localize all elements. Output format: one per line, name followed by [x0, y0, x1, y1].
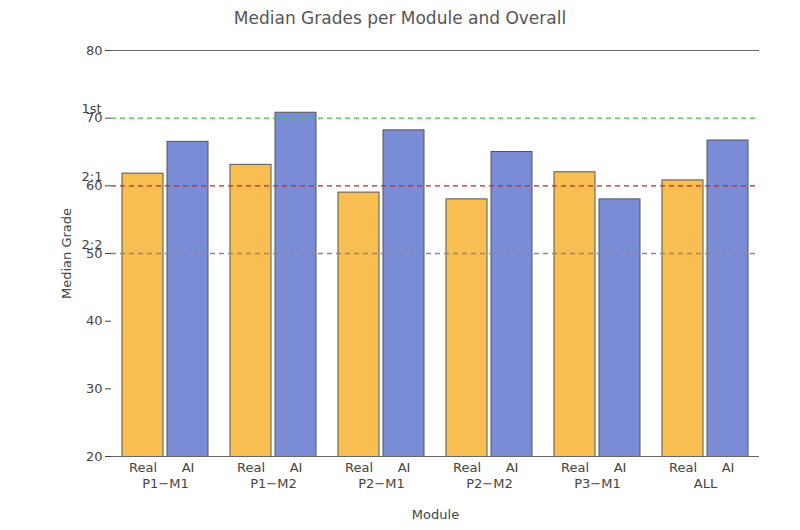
svg-text:P1−M2: P1−M2	[250, 476, 297, 491]
svg-text:P1−M1: P1−M1	[142, 476, 189, 491]
svg-text:60: 60	[86, 178, 103, 193]
svg-text:P2−M1: P2−M1	[358, 476, 405, 491]
svg-text:Real: Real	[669, 460, 697, 475]
svg-text:20: 20	[86, 449, 103, 464]
svg-text:Median Grade: Median Grade	[59, 208, 74, 299]
svg-text:70: 70	[86, 110, 103, 126]
svg-text:AI: AI	[290, 460, 303, 475]
svg-text:2:1: 2:1	[82, 169, 103, 184]
svg-text:Real: Real	[345, 460, 373, 475]
svg-text:AI: AI	[398, 460, 411, 475]
svg-text:1st: 1st	[82, 101, 102, 116]
svg-text:Real: Real	[453, 460, 481, 475]
svg-text:Module: Module	[412, 507, 459, 522]
svg-text:ALL: ALL	[694, 476, 718, 491]
svg-text:AI: AI	[182, 460, 195, 475]
svg-text:AI: AI	[614, 460, 627, 475]
svg-text:30: 30	[86, 381, 103, 396]
svg-text:Real: Real	[237, 460, 265, 475]
svg-text:AI: AI	[506, 460, 519, 475]
svg-text:Real: Real	[129, 460, 157, 475]
svg-text:P3−M1: P3−M1	[574, 476, 621, 491]
svg-text:Real: Real	[561, 460, 589, 475]
svg-text:40: 40	[86, 313, 103, 328]
svg-text:AI: AI	[722, 460, 735, 475]
svg-text:P2−M2: P2−M2	[466, 476, 513, 491]
html-text:Median Grades per Module and O: Median Grades per Module and Overall	[233, 8, 567, 28]
svg-text:80: 80	[86, 43, 103, 58]
svg-text:2:2: 2:2	[82, 237, 103, 252]
svg-text:50: 50	[86, 245, 103, 261]
